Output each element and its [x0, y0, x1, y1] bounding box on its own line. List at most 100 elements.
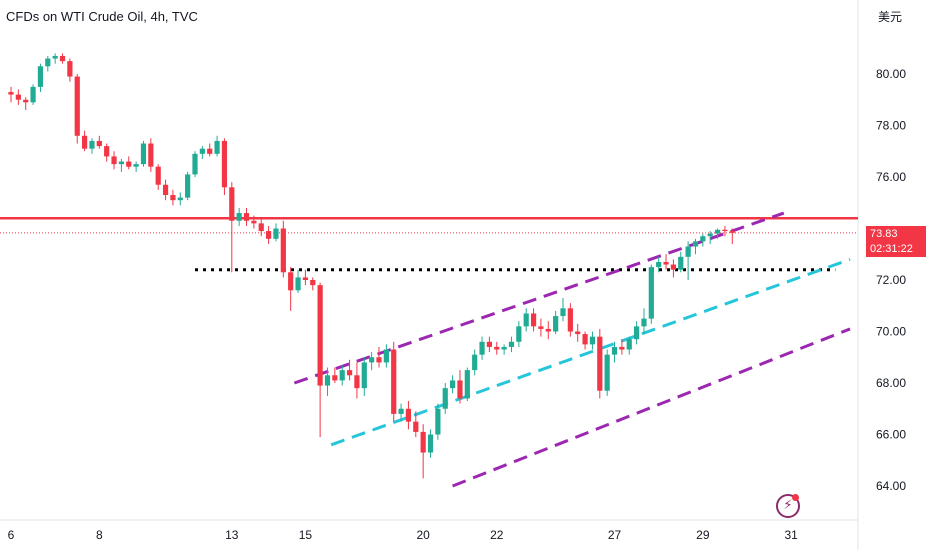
- x-tick-label: 29: [696, 528, 710, 542]
- candle-body: [185, 174, 191, 198]
- candle-body: [626, 339, 632, 350]
- candle-body: [427, 434, 434, 453]
- candle-body: [295, 277, 301, 291]
- candle-body: [641, 318, 647, 327]
- tradingview-lightning-icon[interactable]: ⚡: [776, 494, 800, 518]
- x-tick-label: 20: [416, 528, 430, 542]
- y-tick-label: 66.00: [876, 428, 906, 442]
- candle-body: [361, 362, 367, 389]
- candle-body: [82, 135, 88, 149]
- candle-body: [59, 55, 66, 62]
- candle-body: [413, 421, 419, 432]
- candle-body: [354, 375, 360, 389]
- candle-body: [273, 228, 279, 239]
- chart-title: CFDs on WTI Crude Oil, 4h, TVC: [6, 9, 198, 24]
- candle-body: [420, 431, 426, 453]
- candle-body: [67, 61, 73, 77]
- candle-body: [589, 336, 596, 345]
- candle-body: [30, 86, 36, 103]
- y-tick-label: 70.00: [876, 325, 906, 339]
- candle-body: [148, 143, 154, 167]
- candle-body: [729, 231, 735, 233]
- candle-body: [288, 272, 294, 291]
- candle-body: [45, 58, 51, 67]
- candle-body: [486, 341, 492, 347]
- candle-body: [516, 326, 522, 342]
- candle-body: [538, 326, 544, 329]
- candle-body: [714, 229, 721, 234]
- candle-body: [435, 408, 441, 435]
- currency-label[interactable]: 美元: [877, 10, 902, 24]
- candle-body: [464, 370, 470, 399]
- candle-body: [567, 308, 573, 332]
- candle-body: [133, 164, 139, 167]
- candle-body: [508, 341, 515, 347]
- x-tick-label: 15: [299, 528, 313, 542]
- candle-body: [192, 153, 198, 175]
- candle-body: [229, 187, 235, 221]
- candle-body: [243, 213, 250, 221]
- candle-body: [457, 380, 463, 399]
- candle-body: [310, 280, 316, 286]
- candle-body: [479, 341, 485, 355]
- candle-body: [324, 375, 331, 386]
- candle-body: [391, 349, 397, 414]
- candle-body: [700, 236, 706, 242]
- candle-body: [302, 277, 308, 280]
- candle-body: [74, 76, 80, 136]
- candle-body: [104, 146, 110, 157]
- x-tick-label: 27: [608, 528, 622, 542]
- candle-body: [317, 285, 323, 386]
- x-tick-label: 13: [225, 528, 239, 542]
- candle-body: [177, 197, 183, 201]
- last-price-tag: 73.83: [866, 226, 926, 242]
- candle-body: [656, 261, 662, 268]
- channel-middle-line: [330, 257, 851, 447]
- candle-body: [383, 349, 389, 363]
- candle-body: [37, 66, 44, 87]
- x-tick-label: 31: [784, 528, 798, 542]
- candle-body: [111, 156, 117, 165]
- candle-body: [23, 99, 29, 103]
- candle-body: [472, 354, 478, 371]
- candle-body: [530, 313, 537, 327]
- candle-body: [663, 261, 669, 265]
- candle-body: [280, 228, 286, 273]
- candle-body: [118, 161, 124, 165]
- candle-body: [155, 166, 161, 185]
- candle-body: [89, 140, 95, 149]
- candle-body: [15, 94, 21, 100]
- candle-body: [376, 357, 382, 363]
- candle-body: [722, 229, 728, 232]
- candle-body: [560, 308, 566, 317]
- candle-body: [597, 336, 603, 391]
- candle-body: [450, 380, 456, 389]
- candle-body: [611, 346, 618, 355]
- candle-body: [214, 140, 220, 154]
- candle-body: [369, 357, 375, 363]
- candle-body: [140, 143, 147, 165]
- candle-body: [634, 326, 640, 340]
- candle-body: [685, 246, 691, 257]
- candle-body: [398, 408, 404, 414]
- candle-body: [501, 346, 507, 350]
- candle-body: [494, 346, 500, 350]
- candle-body: [8, 92, 14, 95]
- y-tick-label: 80.00: [876, 67, 906, 81]
- candle-body: [678, 256, 684, 270]
- candle-body: [236, 213, 242, 221]
- candle-body: [553, 316, 559, 332]
- candle-body: [207, 148, 213, 154]
- x-tick-label: 22: [490, 528, 504, 542]
- candle-body: [575, 331, 581, 335]
- y-tick-label: 72.00: [876, 273, 906, 287]
- candle-body: [162, 184, 169, 196]
- candle-body: [442, 388, 448, 409]
- candle-body: [266, 231, 272, 239]
- y-tick-label: 76.00: [876, 170, 906, 184]
- candle-body: [346, 370, 353, 376]
- candle-body: [692, 241, 699, 247]
- candle-body: [258, 223, 264, 232]
- candle-body: [221, 140, 228, 188]
